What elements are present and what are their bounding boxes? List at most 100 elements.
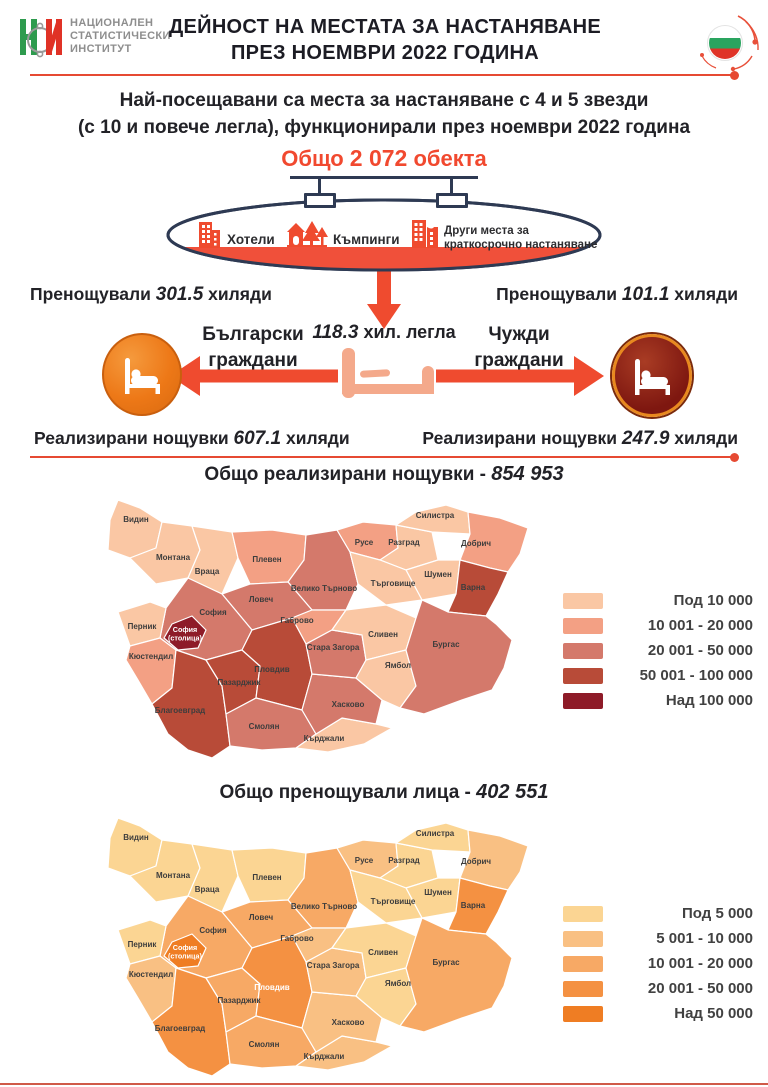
person-in-bed-icon xyxy=(635,358,670,395)
legend-swatch xyxy=(563,905,603,922)
subtitle: Най-посещавани са места за настаняване с… xyxy=(0,87,768,141)
region-vidin-label: Видин xyxy=(123,833,149,842)
choropleth-map-persons: Видин Монтана Враца Плевен Велико Търново Рус… xyxy=(107,817,529,1077)
region-stara_zagora-label: Стара Загора xyxy=(307,961,360,970)
bulgarian-citizens-label: Български граждани xyxy=(178,322,328,374)
map-persons-title: Общо пренощували лица - 402 551 xyxy=(0,781,768,804)
bulgarian-nights-prefix: Реализирани нощувки xyxy=(34,428,234,448)
legend-label: Под 5 000 xyxy=(682,905,753,922)
bulgarian-bed-badge xyxy=(102,333,182,416)
total-suffix: обекта xyxy=(407,146,487,171)
region-sliven-label: Сливен xyxy=(368,948,398,957)
region-targovishte-label: Търговище xyxy=(371,897,416,906)
legend-nights: Под 10 000 10 001 - 20 000 20 001 - 50 000… xyxy=(563,588,753,713)
bracket-foot-right xyxy=(436,193,468,208)
legend-label: 20 001 - 50 000 xyxy=(647,980,753,997)
region-plovdiv-label: Пловдив xyxy=(254,983,290,992)
legend-persons: Под 5 000 5 001 - 10 000 10 001 - 20 000 20… xyxy=(563,901,753,1026)
region-pernik-label: Перник xyxy=(128,940,158,949)
region-pazardzhik-label: Пазарджик xyxy=(218,996,262,1005)
region-sofia_city-label: София (столица) xyxy=(168,625,203,643)
region-veliko_tarnovo-label: Велико Търново xyxy=(291,902,357,911)
region-burgas-shape xyxy=(399,599,513,715)
page-title-line2: ПРЕЗ НОЕМВРИ 2022 ГОДИНА xyxy=(231,42,539,64)
person-in-bed-icon xyxy=(125,357,160,394)
legend-label: 5 001 - 10 000 xyxy=(656,930,753,947)
bulgarian-citizens-line2: граждани xyxy=(208,350,298,371)
bulgaria-flag-orbit-icon xyxy=(700,15,759,72)
region-burgas-label: Бургас xyxy=(432,958,460,967)
region-montana-label: Монтана xyxy=(156,871,191,880)
beds-total: 118.3 хил. легла xyxy=(300,322,468,344)
legend-row: 10 001 - 20 000 xyxy=(563,613,753,638)
legend-label: Над 100 000 xyxy=(665,692,753,709)
map-nights-title-prefix: Общо реализирани нощувки - xyxy=(204,464,492,485)
bracket-stem-right xyxy=(450,176,453,197)
region-haskovo-label: Хасково xyxy=(332,1018,365,1027)
total-value: 2 072 xyxy=(349,145,408,171)
total-prefix: Общо xyxy=(281,146,350,171)
region-targovishte-label: Търговище xyxy=(371,579,416,588)
map-persons-title-prefix: Общо пренощували лица - xyxy=(219,782,477,803)
foreign-overnight-stat: Пренощували 101.1 хиляди xyxy=(496,284,738,306)
org-name-line2: СТАТИСТИЧЕСКИ xyxy=(70,30,171,42)
legend-swatch xyxy=(563,980,603,997)
legend-row: Под 10 000 xyxy=(563,588,753,613)
region-vratsa-label: Враца xyxy=(195,885,220,894)
legend-swatch xyxy=(563,930,603,947)
bulgarian-nights-suffix: хиляди xyxy=(281,428,350,448)
region-varna-label: Варна xyxy=(461,901,486,910)
campsite-icon xyxy=(287,221,328,247)
region-yambol-label: Ямбол xyxy=(385,661,411,670)
legend-swatch xyxy=(563,667,603,684)
foreign-nights-value: 247.9 xyxy=(621,428,670,449)
region-burgas-label: Бургас xyxy=(432,640,460,649)
map-nights-title: Общо реализирани нощувки - 854 953 xyxy=(0,463,768,486)
bulgarian-overnight-prefix: Пренощували xyxy=(30,284,156,304)
region-varna-shape xyxy=(447,877,509,935)
bulgarian-overnight-stat: Пренощували 301.5 хиляди xyxy=(30,284,272,306)
legend-row: 50 001 - 100 000 xyxy=(563,663,753,688)
region-pernik-shape xyxy=(117,919,167,965)
legend-row: 5 001 - 10 000 xyxy=(563,926,753,951)
category-campsites-label: Къмпинги xyxy=(333,232,400,247)
region-varna-shape xyxy=(447,559,509,617)
foreign-citizens-label: Чужди граждани xyxy=(444,322,594,374)
region-razgrad-label: Разград xyxy=(388,538,420,547)
foreign-nights-suffix: хиляди xyxy=(669,428,738,448)
legend-row: 20 001 - 50 000 xyxy=(563,638,753,663)
nsi-logo-icon xyxy=(20,19,62,58)
subtitle-line1: Най-посещавани са места за настаняване с… xyxy=(119,90,649,111)
org-name: НАЦИОНАЛЕН СТАТИСТИЧЕСКИ ИНСТИТУТ xyxy=(70,17,171,56)
bracket-bar xyxy=(290,176,478,179)
category-other-line1: Други места за xyxy=(444,225,529,237)
bulgarian-overnight-value: 301.5 xyxy=(155,284,204,305)
legend-row: Под 5 000 xyxy=(563,901,753,926)
legend-row: Над 100 000 xyxy=(563,688,753,713)
region-veliko_tarnovo-label: Велико Търново xyxy=(291,584,357,593)
region-dobrich-label: Добрич xyxy=(461,539,491,548)
bulgarian-overnight-suffix: хиляди xyxy=(203,284,272,304)
org-name-line1: НАЦИОНАЛЕН xyxy=(70,17,154,29)
region-sofia_region-label: София xyxy=(199,926,227,935)
region-kardzhali-label: Кърджали xyxy=(304,1052,345,1061)
region-shumen-label: Шумен xyxy=(424,888,452,897)
region-sliven-label: Сливен xyxy=(368,630,398,639)
region-pernik-shape xyxy=(117,601,167,647)
legend-swatch xyxy=(563,955,603,972)
page-title-line1: ДЕЙНОСТ НА МЕСТАТА ЗА НАСТАНЯВАНЕ xyxy=(168,16,602,38)
foreign-nights-prefix: Реализирани нощувки xyxy=(422,428,622,448)
legend-label: 20 001 - 50 000 xyxy=(647,642,753,659)
region-silistra-label: Силистра xyxy=(416,511,455,520)
legend-swatch xyxy=(563,617,603,634)
region-kyustendil-label: Кюстендил xyxy=(129,970,173,979)
region-dobrich-label: Добрич xyxy=(461,857,491,866)
region-burgas-shape xyxy=(399,917,513,1033)
legend-row: 10 001 - 20 000 xyxy=(563,951,753,976)
region-yambol-label: Ямбол xyxy=(385,979,411,988)
legend-label: Под 10 000 xyxy=(673,592,753,609)
bulgarian-nights-value: 607.1 xyxy=(233,428,282,449)
foreign-citizens-line1: Чужди xyxy=(488,324,550,345)
region-lovech-label: Ловеч xyxy=(249,913,274,922)
